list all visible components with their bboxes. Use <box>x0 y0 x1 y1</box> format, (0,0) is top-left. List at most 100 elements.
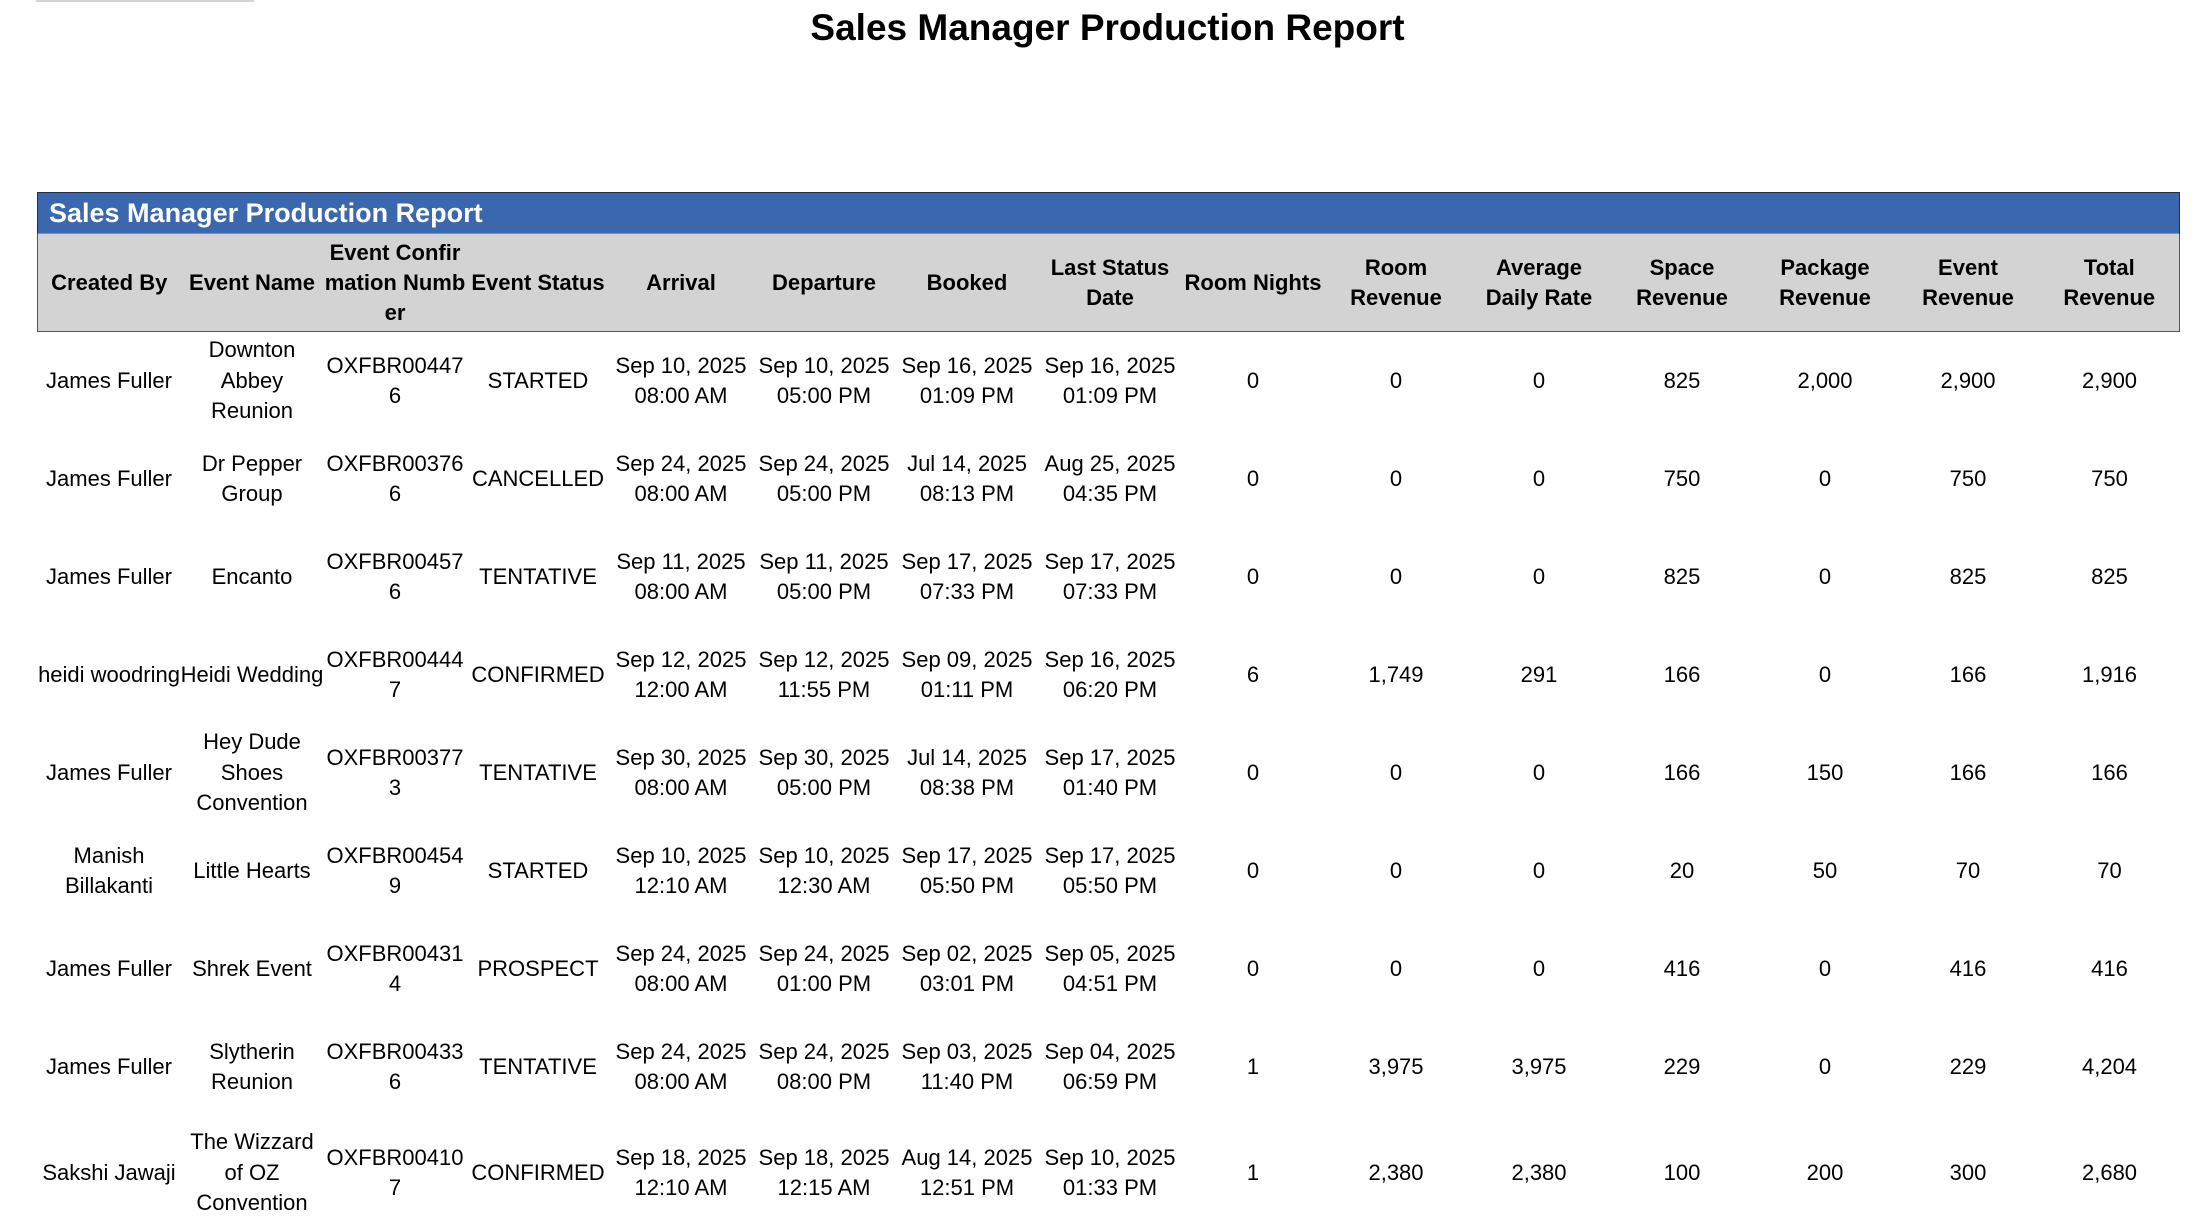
table-cell: Sep 10, 2025 12:10 AM <box>610 822 753 920</box>
table-cell: 166 <box>1897 626 2040 724</box>
table-cell: 1 <box>1182 1018 1325 1116</box>
page-title: Sales Manager Production Report <box>0 6 2200 50</box>
table-cell: 300 <box>1897 1116 2040 1230</box>
table-cell: 0 <box>1468 822 1611 920</box>
table-cell: Sep 16, 2025 01:09 PM <box>1039 332 1182 431</box>
table-cell: Sep 10, 2025 08:00 AM <box>610 332 753 431</box>
top-divider <box>36 0 254 2</box>
table-cell: 825 <box>1897 528 2040 626</box>
table-cell: 2,000 <box>1754 332 1897 431</box>
table-cell: Sep 12, 2025 12:00 AM <box>610 626 753 724</box>
table-cell: 2,900 <box>2040 332 2180 431</box>
table-cell: 750 <box>2040 430 2180 528</box>
table-cell: 291 <box>1468 626 1611 724</box>
table-cell: 750 <box>1897 430 2040 528</box>
table-cell: Jul 14, 2025 08:13 PM <box>896 430 1039 528</box>
table-cell: Sep 02, 2025 03:01 PM <box>896 920 1039 1018</box>
table-cell: Sep 11, 2025 08:00 AM <box>610 528 753 626</box>
table-cell: 150 <box>1754 724 1897 822</box>
table-cell: Aug 14, 2025 12:51 PM <box>896 1116 1039 1230</box>
table-cell: Sep 24, 2025 08:00 AM <box>610 430 753 528</box>
table-cell: Slytherin Reunion <box>181 1018 324 1116</box>
table-cell: Sep 17, 2025 05:50 PM <box>896 822 1039 920</box>
table-cell: 0 <box>1468 528 1611 626</box>
column-header: Package Revenue <box>1754 234 1897 332</box>
table-cell: 166 <box>2040 724 2180 822</box>
table-cell: CONFIRMED <box>467 626 610 724</box>
table-cell: OXFBR004476 <box>324 332 467 431</box>
table-cell: Little Hearts <box>181 822 324 920</box>
table-cell: 825 <box>2040 528 2180 626</box>
table-cell: 0 <box>1325 724 1468 822</box>
table-cell: James Fuller <box>38 1018 181 1116</box>
table-cell: 20 <box>1611 822 1754 920</box>
table-cell: Sep 17, 2025 01:40 PM <box>1039 724 1182 822</box>
table-cell: Sep 24, 2025 08:00 AM <box>610 920 753 1018</box>
table-cell: James Fuller <box>38 724 181 822</box>
table-cell: 0 <box>1754 920 1897 1018</box>
table-cell: Sep 11, 2025 05:00 PM <box>753 528 896 626</box>
table-cell: 1 <box>1182 1116 1325 1230</box>
table-cell: Sep 04, 2025 06:59 PM <box>1039 1018 1182 1116</box>
table-cell: OXFBR004336 <box>324 1018 467 1116</box>
table-cell: Sep 24, 2025 08:00 AM <box>610 1018 753 1116</box>
table-cell: OXFBR004314 <box>324 920 467 1018</box>
table-cell: 0 <box>1468 920 1611 1018</box>
table-cell: 3,975 <box>1468 1018 1611 1116</box>
table-cell: OXFBR004107 <box>324 1116 467 1230</box>
table-cell: 229 <box>1611 1018 1754 1116</box>
table-cell: Sep 05, 2025 04:51 PM <box>1039 920 1182 1018</box>
table-cell: 166 <box>1897 724 2040 822</box>
column-header: Last Status Date <box>1039 234 1182 332</box>
table-cell: Shrek Event <box>181 920 324 1018</box>
table-cell: 70 <box>1897 822 2040 920</box>
table-cell: 0 <box>1468 332 1611 431</box>
table-cell: Sep 24, 2025 05:00 PM <box>753 430 896 528</box>
table-cell: Sep 17, 2025 05:50 PM <box>1039 822 1182 920</box>
table-cell: 0 <box>1182 332 1325 431</box>
table-cell: TENTATIVE <box>467 528 610 626</box>
table-cell: James Fuller <box>38 430 181 528</box>
table-cell: 0 <box>1754 1018 1897 1116</box>
table-cell: PROSPECT <box>467 920 610 1018</box>
table-cell: 2,680 <box>2040 1116 2180 1230</box>
table-cell: 166 <box>1611 724 1754 822</box>
table-cell: OXFBR004447 <box>324 626 467 724</box>
table-cell: Sep 18, 2025 12:15 AM <box>753 1116 896 1230</box>
table-cell: 0 <box>1325 332 1468 431</box>
table-cell: Hey Dude Shoes Convention <box>181 724 324 822</box>
table-cell: Sep 16, 2025 06:20 PM <box>1039 626 1182 724</box>
table-cell: CANCELLED <box>467 430 610 528</box>
production-report-table: Sales Manager Production Report Created … <box>37 192 2180 1230</box>
table-cell: Sep 10, 2025 05:00 PM <box>753 332 896 431</box>
table-cell: Sep 12, 2025 11:55 PM <box>753 626 896 724</box>
table-cell: James Fuller <box>38 920 181 1018</box>
table-cell: CONFIRMED <box>467 1116 610 1230</box>
table-cell: 0 <box>1468 430 1611 528</box>
column-header: Total Revenue <box>2040 234 2180 332</box>
table-cell: STARTED <box>467 822 610 920</box>
column-header: Room Revenue <box>1325 234 1468 332</box>
table-cell: 0 <box>1468 724 1611 822</box>
table-cell: 200 <box>1754 1116 1897 1230</box>
column-header: Room Nights <box>1182 234 1325 332</box>
table-cell: 0 <box>1325 920 1468 1018</box>
column-header: Departure <box>753 234 896 332</box>
column-header: Arrival <box>610 234 753 332</box>
table-cell: Sep 17, 2025 07:33 PM <box>896 528 1039 626</box>
table-cell: 70 <box>2040 822 2180 920</box>
table-cell: Sep 24, 2025 01:00 PM <box>753 920 896 1018</box>
column-header: Event Revenue <box>1897 234 2040 332</box>
table-cell: 416 <box>1611 920 1754 1018</box>
table-cell: 0 <box>1182 822 1325 920</box>
table-cell: Sep 10, 2025 12:30 AM <box>753 822 896 920</box>
table-cell: OXFBR004549 <box>324 822 467 920</box>
